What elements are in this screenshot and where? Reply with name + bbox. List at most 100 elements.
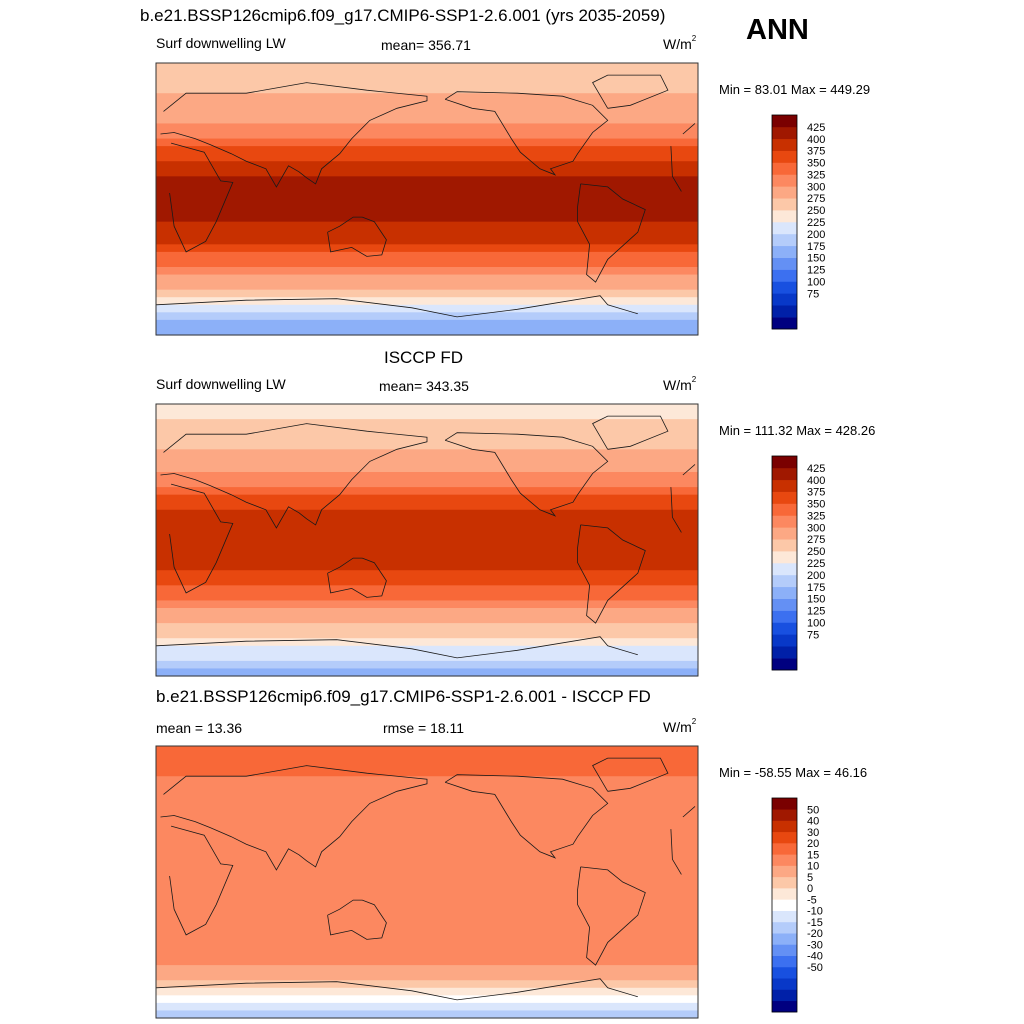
panel-3-colorbar-box bbox=[772, 843, 797, 855]
panel-1-colorbar-box bbox=[772, 210, 797, 223]
panel-1-lat-band bbox=[156, 199, 698, 208]
panel-1-lat-band bbox=[156, 123, 698, 132]
panel-3-lat-band bbox=[156, 806, 698, 815]
panel-3-lat-band bbox=[156, 950, 698, 959]
panel-2-map-frame bbox=[155, 403, 699, 677]
panel-1-lat-band bbox=[156, 138, 698, 147]
panel-2-colorbar-box bbox=[772, 610, 797, 623]
panel-3-lat-band bbox=[156, 995, 698, 1004]
panel-3-colorbar-box bbox=[772, 798, 797, 810]
panel-1-colorbar-tick: 225 bbox=[807, 217, 825, 229]
panel-3-lat-band bbox=[156, 753, 698, 762]
panel-3-colorbar-box bbox=[772, 865, 797, 878]
panel-2-colorbar-box bbox=[772, 479, 797, 492]
panel-2-colorbar-tick: 225 bbox=[807, 558, 825, 570]
panel-2-colorbar-box bbox=[772, 551, 797, 564]
panel-2-colorbar-box bbox=[772, 503, 797, 516]
panel-3-colorbar-box bbox=[772, 910, 797, 923]
panel-3-lat-band bbox=[156, 912, 698, 921]
panel-3-lat-band bbox=[156, 814, 698, 823]
panel-3-lat-band bbox=[156, 836, 698, 845]
panel-1-coastline bbox=[327, 216, 387, 257]
panel-2-colorbar-tick: 425 bbox=[807, 463, 825, 475]
panel-3-lat-band bbox=[156, 866, 698, 876]
panel-2-lat-band bbox=[156, 464, 698, 473]
panel-2-lat-band bbox=[156, 456, 698, 466]
panel-2-lat-band bbox=[156, 592, 698, 602]
panel-3-colorbar-tick: -40 bbox=[807, 951, 823, 963]
panel-2-colorbar-frame bbox=[771, 455, 798, 671]
panel-1-lat-band bbox=[156, 146, 698, 155]
panel-2-colorbar-box bbox=[772, 574, 797, 588]
panel-3-coastline bbox=[682, 806, 696, 818]
panel-2-colorbar-box bbox=[772, 467, 797, 481]
panel-2-colorbar-tick: 75 bbox=[807, 629, 819, 641]
panel-2-lat-band bbox=[156, 487, 698, 496]
panel-1-lat-band bbox=[156, 63, 698, 72]
panel-3-lat-band bbox=[156, 821, 698, 830]
panel-3-lat-band bbox=[156, 844, 698, 853]
panel-3-lat-band bbox=[156, 874, 698, 883]
panel-3-colorbar-tick: -10 bbox=[807, 906, 823, 918]
panel-1-colorbar-box bbox=[772, 245, 797, 258]
panel-1-mean-label: mean= 356.71 bbox=[381, 37, 471, 53]
panel-2-mean-label: mean= 343.35 bbox=[379, 378, 469, 394]
panel-2-units-exp: 2 bbox=[691, 375, 697, 384]
panel-2-coastline bbox=[592, 415, 669, 450]
panel-3-colorbar-tick: -50 bbox=[807, 962, 823, 974]
panel-1-lat-band bbox=[156, 206, 698, 215]
panel-3-lat-band bbox=[156, 761, 698, 770]
panel-3-colorbar-tick: 50 bbox=[807, 804, 819, 816]
panel-2-coastline bbox=[327, 557, 387, 598]
panel-1-map bbox=[155, 63, 698, 336]
panel-3-title: b.e21.BSSP126cmip6.f09_g17.CMIP6-SSP1-2.… bbox=[156, 687, 651, 706]
panel-3-lat-band bbox=[156, 768, 698, 777]
panel-2-colorbar-tick: 200 bbox=[807, 570, 825, 582]
panel-1-colorbar-tick: 75 bbox=[807, 288, 819, 300]
panel-1-colorbar-tick: 100 bbox=[807, 276, 825, 288]
panel-2-colorbar-box bbox=[772, 586, 797, 599]
panel-3-lat-band bbox=[156, 942, 698, 951]
panel-2-colorbar-box bbox=[772, 622, 797, 635]
panel-1-coastline bbox=[577, 183, 646, 283]
panel-3-colorbar-box bbox=[772, 921, 797, 934]
panel-2-colorbar-tick: 350 bbox=[807, 499, 825, 511]
panel-2-lat-band bbox=[156, 653, 698, 662]
panel-1-colorbar-box bbox=[772, 138, 797, 151]
panel-3-lat-band bbox=[156, 791, 698, 800]
panel-3-lat-band bbox=[156, 927, 698, 936]
panel-1-lat-band bbox=[156, 183, 698, 193]
panel-3-colorbar-tick: 30 bbox=[807, 827, 819, 839]
panel-2-colorbar-tick: 400 bbox=[807, 475, 825, 487]
panel-1-colorbar-box bbox=[772, 233, 797, 247]
panel-3-colorbar-tick: -15 bbox=[807, 917, 823, 929]
panel-3-lat-band bbox=[156, 897, 698, 906]
panel-1-lat-band bbox=[156, 108, 698, 117]
panel-2-units: W/m2 bbox=[663, 375, 697, 393]
panel-1-colorbar-tick: 250 bbox=[807, 205, 825, 217]
panel-2-colorbar-tick: 325 bbox=[807, 510, 825, 522]
panel-1-lat-band bbox=[156, 78, 698, 87]
panel-2-lat-band bbox=[156, 517, 698, 526]
panel-2-lat-band bbox=[156, 411, 698, 420]
panel-1-lat-band bbox=[156, 304, 698, 313]
panel-3-colorbar-box bbox=[772, 809, 797, 821]
panel-1-units-base: W/m bbox=[663, 36, 692, 52]
panel-2-colorbar-tick: 375 bbox=[807, 487, 825, 499]
panel-1-lat-band bbox=[156, 259, 698, 268]
panel-1-colorbar-box bbox=[772, 198, 797, 211]
panel-2-map bbox=[155, 404, 698, 677]
panel-2-lat-band bbox=[156, 426, 698, 435]
panel-2-colorbar-tick: 125 bbox=[807, 606, 825, 618]
panel-2-coastline bbox=[682, 464, 696, 476]
panel-1-minmax: Min = 83.01 Max = 449.29 bbox=[719, 82, 871, 97]
panel-2-lat-band bbox=[156, 638, 698, 647]
panel-1-lat-band bbox=[156, 131, 698, 140]
panel-2-lat-band bbox=[156, 404, 698, 413]
panel-2-lat-band bbox=[156, 540, 698, 549]
panel-3-coastline bbox=[327, 899, 387, 940]
panel-2-coastline bbox=[577, 524, 646, 624]
panel-1-colorbar-box bbox=[772, 222, 797, 235]
panel-1-colorbar-box bbox=[772, 174, 797, 187]
panel-2-lat-band bbox=[156, 419, 698, 428]
